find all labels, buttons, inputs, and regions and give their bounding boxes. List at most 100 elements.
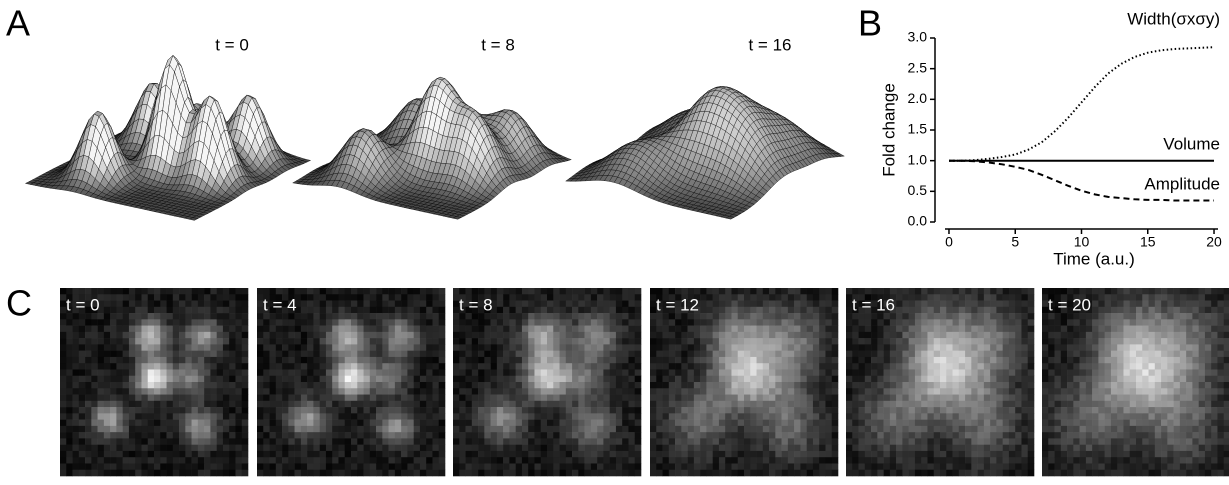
pixel: [370, 376, 377, 383]
pixel: [307, 388, 314, 395]
pixel: [242, 463, 249, 470]
pixel: [364, 351, 371, 358]
pixel: [173, 344, 180, 351]
pixel: [79, 357, 86, 364]
pixel: [129, 301, 136, 308]
pixel: [85, 438, 92, 445]
pixel: [257, 395, 264, 402]
pixel: [282, 401, 289, 408]
pixel: [257, 457, 264, 464]
pixel: [160, 326, 167, 333]
pixel: [382, 363, 389, 370]
pixel: [345, 319, 352, 326]
pixel: [345, 463, 352, 470]
pixel: [116, 426, 123, 433]
pixel: [129, 288, 136, 295]
pixel: [192, 401, 199, 408]
pixel: [364, 470, 371, 477]
pixel: [98, 426, 105, 433]
pixel: [345, 288, 352, 295]
pixel: [320, 319, 327, 326]
pixel: [282, 338, 289, 345]
pixel: [91, 401, 98, 408]
pixel: [301, 470, 308, 477]
pixel: [313, 376, 320, 383]
pixel: [301, 344, 308, 351]
pixel: [192, 388, 199, 395]
pixel: [154, 395, 161, 402]
pixel: [104, 426, 111, 433]
pixel: [198, 470, 205, 477]
pixel: [263, 432, 270, 439]
pixel: [79, 363, 86, 370]
pixel: [192, 432, 199, 439]
pixel: [263, 288, 270, 295]
pixel: [382, 388, 389, 395]
pixel: [345, 438, 352, 445]
pixel: [104, 445, 111, 452]
pixel: [357, 363, 364, 370]
pixel: [242, 445, 249, 452]
pixel: [242, 426, 249, 433]
pixel: [91, 351, 98, 358]
pixel: [229, 426, 236, 433]
pixel: [338, 420, 345, 427]
pixel: [141, 351, 148, 358]
pixel: [73, 401, 80, 408]
pixel: [320, 313, 327, 320]
pixel: [66, 470, 73, 477]
pixel: [73, 363, 80, 370]
pixel: [242, 344, 249, 351]
pixel: [370, 363, 377, 370]
pixel: [167, 319, 174, 326]
pixel: [210, 369, 217, 376]
pixel: [160, 445, 167, 452]
pixel: [364, 432, 371, 439]
pixel: [370, 288, 377, 295]
pixel: [141, 332, 148, 339]
pixel: [313, 445, 320, 452]
pixel: [270, 338, 277, 345]
pixel: [263, 351, 270, 358]
pixel: [123, 301, 130, 308]
pixel: [223, 401, 230, 408]
pixel: [223, 395, 230, 402]
pixel: [364, 319, 371, 326]
pixel: [223, 445, 230, 452]
pixel: [282, 445, 289, 452]
pixel: [79, 470, 86, 477]
pixel: [60, 426, 67, 433]
pixel: [210, 294, 217, 301]
pixel: [73, 369, 80, 376]
pixel: [217, 395, 224, 402]
pixel: [85, 395, 92, 402]
pixel: [185, 357, 192, 364]
pixel: [270, 463, 277, 470]
pixel: [91, 413, 98, 420]
pixel: [167, 438, 174, 445]
pixel: [116, 344, 123, 351]
pixel: [351, 363, 358, 370]
pixel: [198, 376, 205, 383]
pixel: [104, 451, 111, 458]
pixel: [204, 344, 211, 351]
pixel: [229, 438, 236, 445]
pixel: [160, 376, 167, 383]
pixel: [364, 407, 371, 414]
pixel: [376, 445, 383, 452]
pixel: [66, 407, 73, 414]
pixel: [66, 351, 73, 358]
pixel: [345, 376, 352, 383]
pixel: [129, 470, 136, 477]
pixel: [235, 338, 242, 345]
pixel: [185, 420, 192, 427]
pixel: [345, 388, 352, 395]
pixel: [345, 351, 352, 358]
pixel: [351, 326, 358, 333]
pixel: [242, 313, 249, 320]
pixel: [173, 357, 180, 364]
pixel: [167, 395, 174, 402]
pixel: [185, 407, 192, 414]
pixel: [79, 332, 86, 339]
pixel: [370, 344, 377, 351]
